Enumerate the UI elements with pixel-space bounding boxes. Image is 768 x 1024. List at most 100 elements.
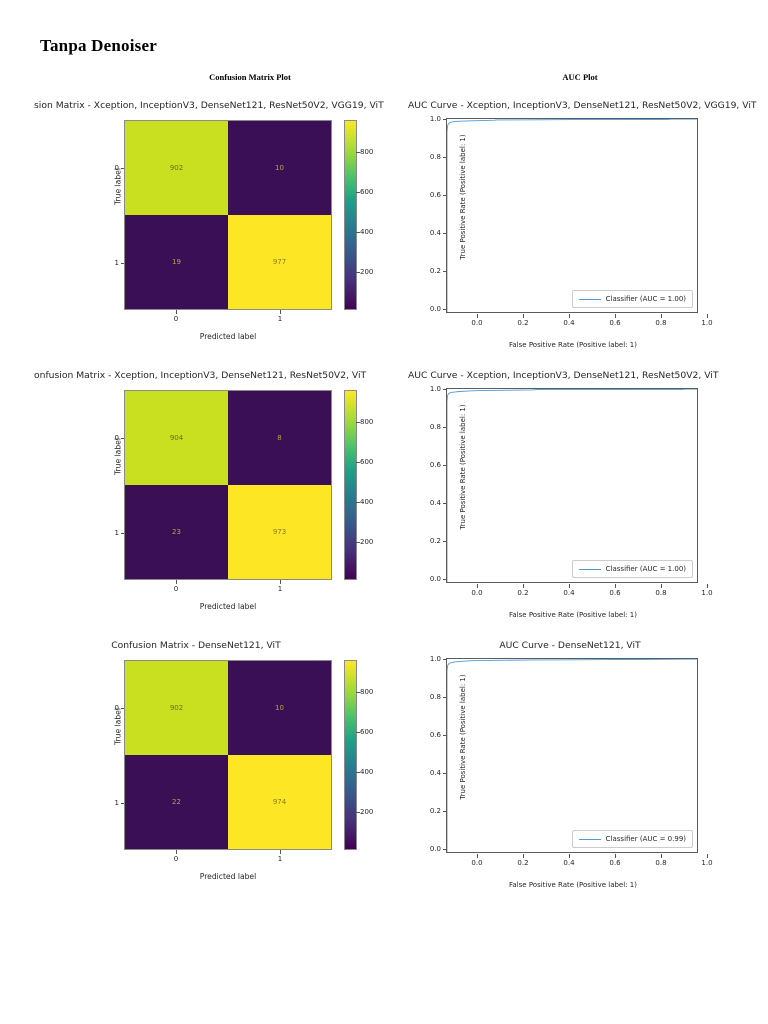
roc-ytick-0.0: 0.0 [425,845,446,853]
roc-ytick-0.4: 0.4 [425,769,446,777]
colorbar-tick-400: 400 [355,498,374,506]
roc-legend: Classifier (AUC = 0.99) [571,830,693,848]
roc-xtick-0.0: 0.0 [466,314,488,327]
roc-curve-svg [447,119,697,312]
colorbar [344,120,357,310]
cm-ytick-1: 1 [108,259,124,267]
cm-cell-1-1: 973 [228,485,331,579]
cm-cell-value: 902 [169,703,184,712]
roc-xtick-0.6: 0.6 [604,584,626,597]
cm-cell-0-0: 902 [125,661,228,755]
cm-cell-0-0: 904 [125,391,228,485]
cm-cell-0-0: 902 [125,121,228,215]
roc-ytick-0.4: 0.4 [425,499,446,507]
auc-figure-3: AUC Curve - DenseNet121, ViT 1.0 0.8 0.6… [400,640,760,892]
cm-xtick-1: 1 [270,310,290,323]
roc-xtick-0.2: 0.2 [512,584,534,597]
cm-x-axis-label: Predicted label [199,332,257,341]
colorbar-tick-200: 200 [355,538,374,546]
roc-y-axis-label: True Positive Rate (Positive label: 1) [459,404,467,530]
colorbar-tick-400: 400 [355,228,374,236]
figure-title: onfusion Matrix - Xception, InceptionV3,… [34,370,367,381]
roc-ytick-0.0: 0.0 [425,305,446,313]
legend-label: Classifier (AUC = 1.00) [605,565,686,573]
cm-y-axis-label: True label [113,168,123,205]
roc-plot-area: 1.0 0.8 0.6 0.4 0.2 0.0 0.0 0.2 0.4 0.6 … [430,115,713,349]
cm-cell-value: 10 [275,163,284,172]
roc-xtick-0.8: 0.8 [650,314,672,327]
legend-line-icon [578,298,601,300]
cm-cell-value: 23 [172,527,181,536]
cm-y-axis-label: True label [113,708,123,745]
colorbar-tick-800: 800 [355,418,374,426]
cm-ytick-0: 0 [108,704,124,712]
confusion-matrix-figure-3: Confusion Matrix - DenseNet121, ViT 902 … [26,640,396,892]
cm-ytick-0: 0 [108,164,124,172]
page-title: Tanpa Denoiser [40,36,157,55]
figure-title: AUC Curve - DenseNet121, ViT [499,640,641,651]
roc-ytick-0.2: 0.2 [425,537,446,545]
roc-ytick-0.2: 0.2 [425,807,446,815]
cm-cell-0-1: 10 [228,661,331,755]
confusion-matrix-plot-area: 902 10 22 974 0 1 0 1 True label Predict… [114,660,332,892]
roc-xtick-0.6: 0.6 [604,854,626,867]
roc-y-axis-label: True Positive Rate (Positive label: 1) [459,674,467,800]
cm-xtick-0: 0 [166,580,186,593]
roc-x-axis-label: False Positive Rate (Positive label: 1) [509,611,637,619]
confusion-matrix-figure-2: onfusion Matrix - Xception, InceptionV3,… [26,370,396,622]
auc-column-heading: AUC Plot [562,72,598,82]
roc-xtick-0.0: 0.0 [466,584,488,597]
roc-ytick-0.4: 0.4 [425,229,446,237]
cm-xtick-0: 0 [166,310,186,323]
roc-xtick-0.2: 0.2 [512,314,534,327]
cm-cell-value: 904 [169,433,184,442]
cm-cell-value: 977 [272,257,287,266]
legend-line-icon [578,568,601,570]
figure-title: Confusion Matrix - DenseNet121, ViT [111,640,281,651]
cm-cell-1-0: 19 [125,215,228,309]
cm-x-axis-label: Predicted label [199,872,257,881]
cm-cell-1-0: 23 [125,485,228,579]
cm-cell-value: 974 [272,797,287,806]
roc-ytick-1.0: 1.0 [425,385,446,393]
roc-plot-area: 1.0 0.8 0.6 0.4 0.2 0.0 0.0 0.2 0.4 0.6 … [430,385,713,619]
cm-cell-1-0: 22 [125,755,228,849]
roc-ytick-0.6: 0.6 [425,731,446,739]
cm-cell-value: 973 [272,527,287,536]
roc-ytick-1.0: 1.0 [425,655,446,663]
roc-legend: Classifier (AUC = 1.00) [571,560,693,578]
cm-cell-1-1: 974 [228,755,331,849]
colorbar-tick-400: 400 [355,768,374,776]
confusion-matrix-column-heading: Confusion Matrix Plot [209,72,291,82]
colorbar-tick-200: 200 [355,808,374,816]
cm-cell-value: 8 [277,433,282,442]
roc-ytick-0.8: 0.8 [425,693,446,701]
roc-ytick-1.0: 1.0 [425,115,446,123]
colorbar-tick-800: 800 [355,148,374,156]
roc-ytick-0.6: 0.6 [425,461,446,469]
confusion-matrix-grid: 902 10 22 974 [124,660,332,850]
roc-ytick-0.6: 0.6 [425,191,446,199]
roc-ytick-0.2: 0.2 [425,267,446,275]
colorbar-tick-600: 600 [355,188,374,196]
roc-xtick-0.4: 0.4 [558,314,580,327]
roc-ytick-0.0: 0.0 [425,575,446,583]
roc-xtick-1.0: 1.0 [696,854,718,867]
roc-ytick-0.8: 0.8 [425,153,446,161]
auc-figure-1: AUC Curve - Xception, InceptionV3, Dense… [400,100,760,352]
cm-cell-value: 19 [172,257,181,266]
roc-xtick-0.0: 0.0 [466,854,488,867]
colorbar-tick-200: 200 [355,268,374,276]
cm-xtick-1: 1 [270,580,290,593]
roc-xtick-0.8: 0.8 [650,584,672,597]
confusion-matrix-plot-area: 902 10 19 977 0 1 0 1 True label Predict… [114,120,332,352]
legend-label: Classifier (AUC = 0.99) [605,835,686,843]
colorbar [344,660,357,850]
colorbar-tick-600: 600 [355,458,374,466]
cm-cell-value: 10 [275,703,284,712]
roc-xtick-0.8: 0.8 [650,854,672,867]
colorbar-tick-600: 600 [355,728,374,736]
cm-xtick-1: 1 [270,850,290,863]
cm-y-axis-label: True label [113,438,123,475]
roc-plot-area: 1.0 0.8 0.6 0.4 0.2 0.0 0.0 0.2 0.4 0.6 … [430,655,713,889]
